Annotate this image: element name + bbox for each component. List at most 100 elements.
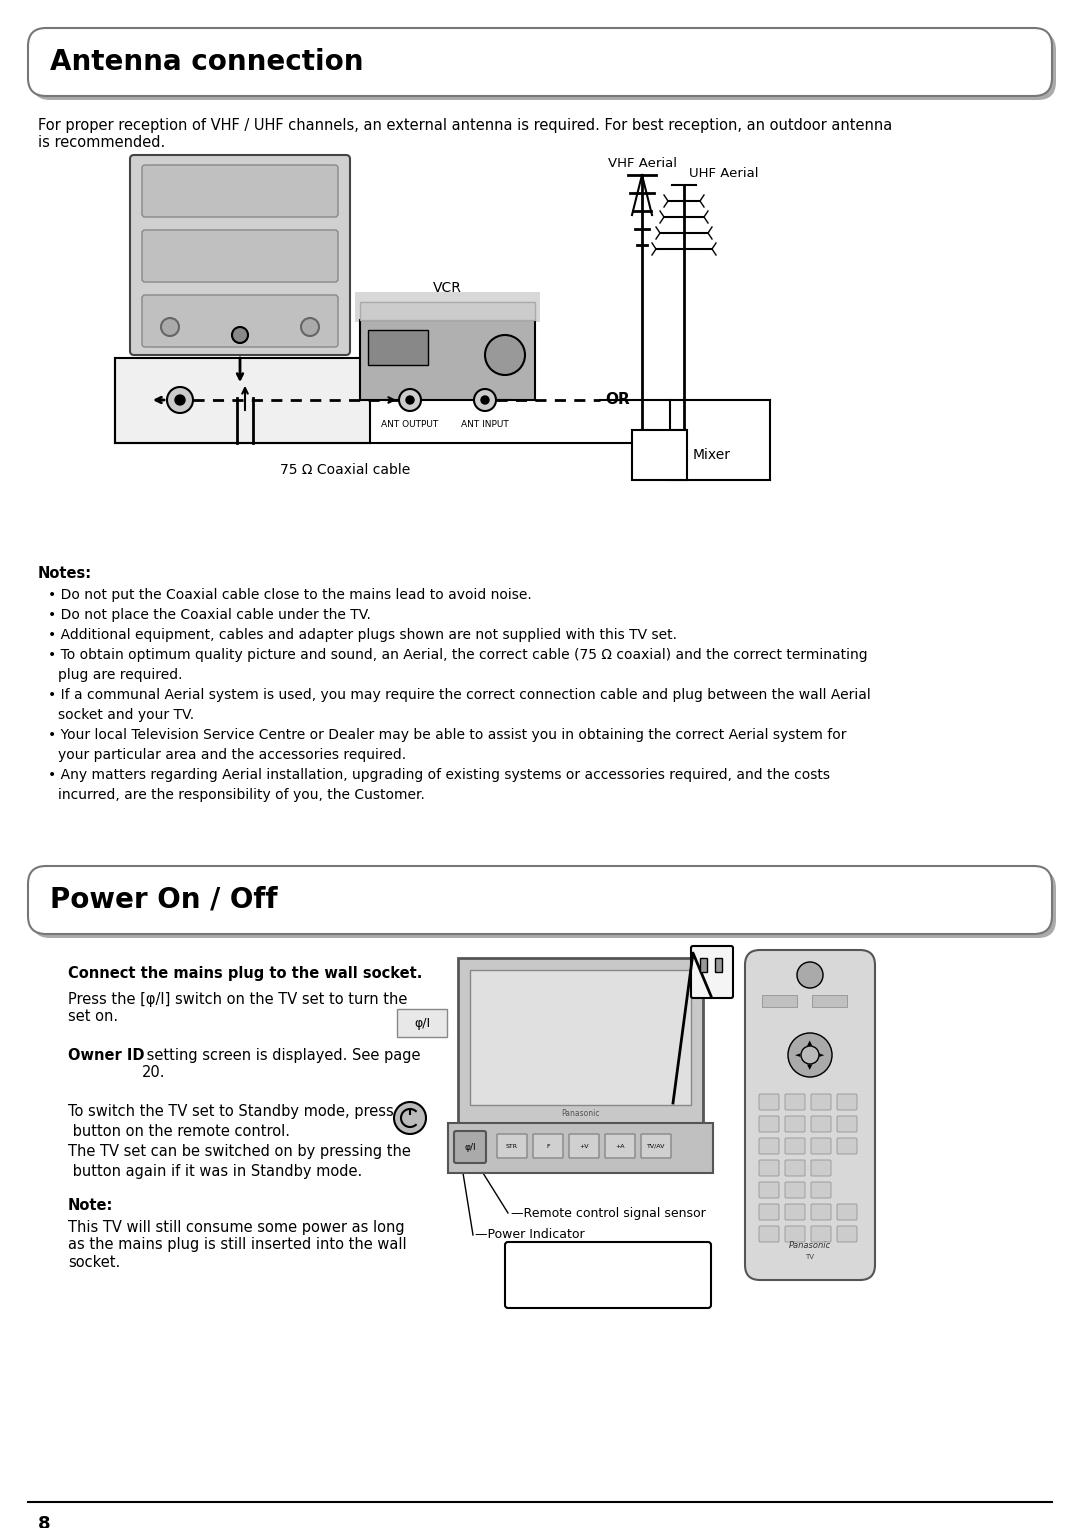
Text: TV: TV <box>806 1254 814 1261</box>
Text: • Do not put the Coaxial cable close to the mains lead to avoid noise.: • Do not put the Coaxial cable close to … <box>48 588 531 602</box>
FancyBboxPatch shape <box>759 1138 779 1154</box>
FancyBboxPatch shape <box>811 1225 831 1242</box>
Bar <box>700 958 707 972</box>
Circle shape <box>175 396 185 405</box>
Circle shape <box>232 327 248 342</box>
FancyBboxPatch shape <box>458 958 703 1123</box>
FancyBboxPatch shape <box>811 1160 831 1177</box>
FancyBboxPatch shape <box>759 1225 779 1242</box>
Text: Standby  : Red
    On   : No Light: Standby : Red On : No Light <box>519 1254 644 1288</box>
Text: Notes:: Notes: <box>38 565 92 581</box>
Text: Mixer: Mixer <box>693 448 731 461</box>
Circle shape <box>394 1102 426 1134</box>
Circle shape <box>481 396 489 403</box>
Text: OR: OR <box>605 393 630 408</box>
FancyBboxPatch shape <box>32 32 1056 99</box>
Text: +A: +A <box>616 1143 624 1149</box>
Text: +V: +V <box>579 1143 589 1149</box>
FancyBboxPatch shape <box>397 1008 447 1038</box>
Text: • If a communal Aerial system is used, you may require the correct connection ca: • If a communal Aerial system is used, y… <box>48 688 870 701</box>
FancyBboxPatch shape <box>141 165 338 217</box>
FancyBboxPatch shape <box>785 1204 805 1219</box>
Bar <box>360 303 535 319</box>
Text: Panasonic: Panasonic <box>788 1241 832 1250</box>
FancyBboxPatch shape <box>448 1123 713 1174</box>
FancyBboxPatch shape <box>811 1138 831 1154</box>
FancyBboxPatch shape <box>785 1160 805 1177</box>
Circle shape <box>406 396 414 403</box>
FancyBboxPatch shape <box>837 1094 858 1109</box>
Circle shape <box>399 390 421 411</box>
FancyBboxPatch shape <box>837 1225 858 1242</box>
FancyBboxPatch shape <box>811 1115 831 1132</box>
Bar <box>355 292 540 322</box>
Circle shape <box>474 390 496 411</box>
Circle shape <box>797 963 823 989</box>
FancyBboxPatch shape <box>759 1204 779 1219</box>
FancyBboxPatch shape <box>811 1183 831 1198</box>
Text: Owner ID: Owner ID <box>68 1048 145 1063</box>
Text: Press the [φ/I] switch on the TV set to turn the
set on.: Press the [φ/I] switch on the TV set to … <box>68 992 407 1024</box>
FancyBboxPatch shape <box>505 1242 711 1308</box>
FancyBboxPatch shape <box>785 1094 805 1109</box>
FancyBboxPatch shape <box>785 1225 805 1242</box>
Text: φ/I: φ/I <box>414 1016 430 1030</box>
Text: your particular area and the accessories required.: your particular area and the accessories… <box>58 749 406 762</box>
Text: • Do not place the Coaxial cable under the TV.: • Do not place the Coaxial cable under t… <box>48 608 370 622</box>
Text: 8: 8 <box>38 1514 51 1528</box>
FancyBboxPatch shape <box>28 28 1052 96</box>
Text: plug are required.: plug are required. <box>58 668 183 681</box>
Text: F: F <box>546 1143 550 1149</box>
FancyBboxPatch shape <box>642 1134 671 1158</box>
FancyBboxPatch shape <box>837 1138 858 1154</box>
Bar <box>360 319 535 400</box>
Circle shape <box>788 1033 832 1077</box>
FancyBboxPatch shape <box>785 1138 805 1154</box>
FancyBboxPatch shape <box>811 1204 831 1219</box>
Text: φ/I: φ/I <box>464 1143 476 1152</box>
FancyBboxPatch shape <box>691 946 733 998</box>
Circle shape <box>485 335 525 374</box>
FancyBboxPatch shape <box>837 1115 858 1132</box>
Text: Connect the mains plug to the wall socket.: Connect the mains plug to the wall socke… <box>68 966 422 981</box>
Text: socket and your TV.: socket and your TV. <box>58 707 194 723</box>
Text: ◄: ◄ <box>795 1051 800 1057</box>
Text: button on the remote control.: button on the remote control. <box>68 1125 291 1138</box>
FancyBboxPatch shape <box>534 1134 563 1158</box>
FancyBboxPatch shape <box>497 1134 527 1158</box>
Text: Note:: Note: <box>68 1198 113 1213</box>
FancyBboxPatch shape <box>141 231 338 283</box>
Text: ▼: ▼ <box>808 1063 812 1070</box>
Text: • Additional equipment, cables and adapter plugs shown are not supplied with thi: • Additional equipment, cables and adapt… <box>48 628 677 642</box>
Text: VCR: VCR <box>433 281 462 295</box>
Circle shape <box>167 387 193 413</box>
FancyBboxPatch shape <box>759 1183 779 1198</box>
Text: TV/AV: TV/AV <box>647 1143 665 1149</box>
Circle shape <box>161 318 179 336</box>
Text: setting screen is displayed. See page
20.: setting screen is displayed. See page 20… <box>141 1048 420 1080</box>
Text: STR: STR <box>507 1143 518 1149</box>
FancyBboxPatch shape <box>130 154 350 354</box>
FancyBboxPatch shape <box>837 1204 858 1219</box>
FancyBboxPatch shape <box>454 1131 486 1163</box>
Bar <box>470 970 691 1105</box>
Bar <box>812 995 847 1007</box>
Text: • To obtain optimum quality picture and sound, an Aerial, the correct cable (75 : • To obtain optimum quality picture and … <box>48 648 867 662</box>
Circle shape <box>301 318 319 336</box>
FancyBboxPatch shape <box>605 1134 635 1158</box>
Text: —Power Indicator: —Power Indicator <box>475 1229 584 1241</box>
FancyBboxPatch shape <box>785 1115 805 1132</box>
Text: ▲: ▲ <box>808 1041 812 1047</box>
FancyBboxPatch shape <box>759 1115 779 1132</box>
Text: This TV will still consume some power as long
as the mains plug is still inserte: This TV will still consume some power as… <box>68 1219 407 1270</box>
FancyBboxPatch shape <box>759 1094 779 1109</box>
FancyBboxPatch shape <box>785 1183 805 1198</box>
Text: Panasonic: Panasonic <box>561 1108 599 1117</box>
Text: UHF Aerial: UHF Aerial <box>689 167 759 180</box>
Text: For proper reception of VHF / UHF channels, an external antenna is required. For: For proper reception of VHF / UHF channe… <box>38 118 892 150</box>
Bar <box>632 429 687 480</box>
Text: —Remote control signal sensor: —Remote control signal sensor <box>511 1207 705 1219</box>
FancyBboxPatch shape <box>745 950 875 1280</box>
Bar <box>715 958 723 972</box>
FancyBboxPatch shape <box>28 866 1052 934</box>
